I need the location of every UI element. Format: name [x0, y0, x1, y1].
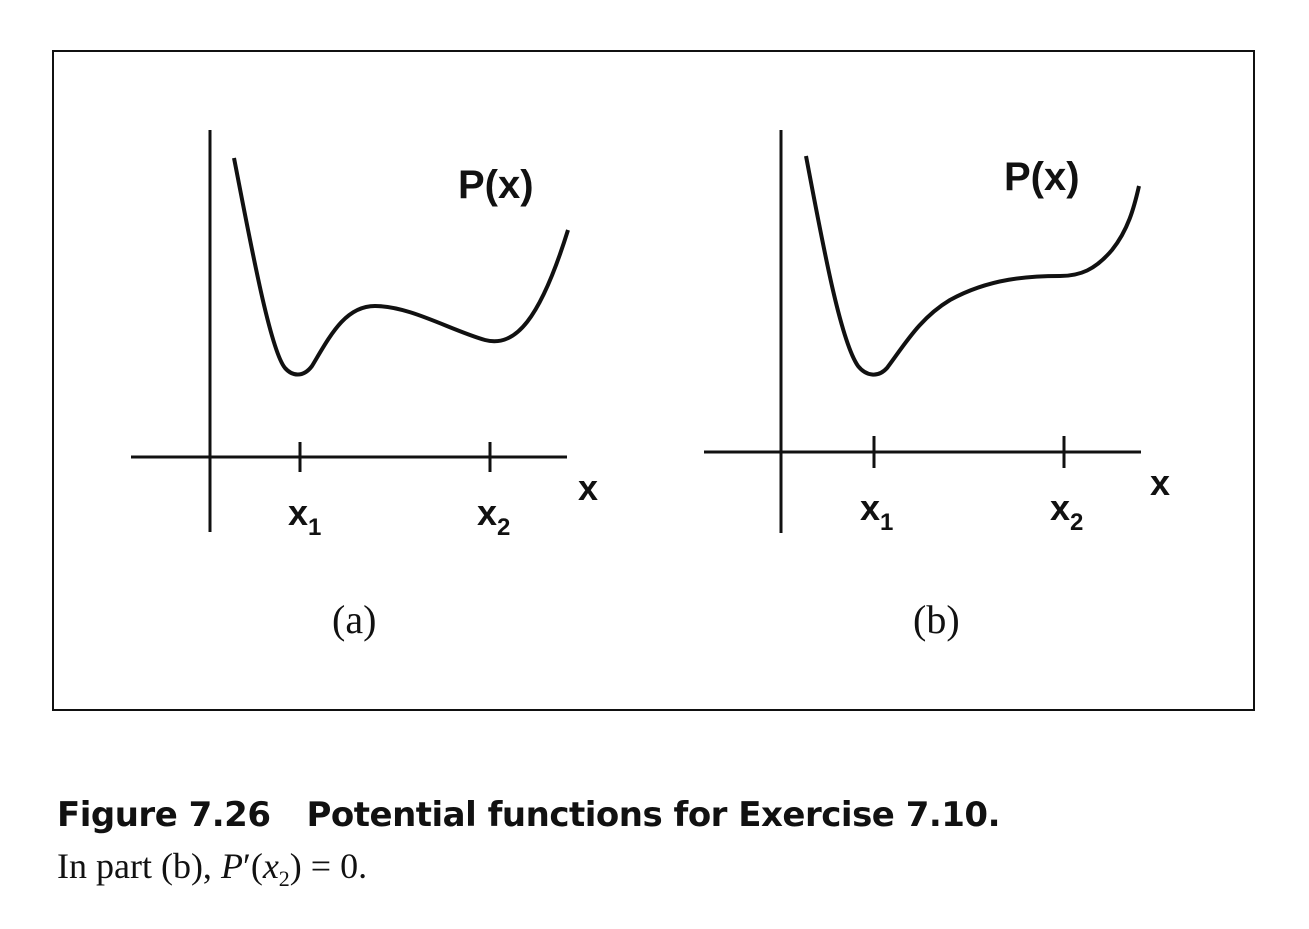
figure-caption: Figure 7.26 Potential functions for Exerc… — [57, 795, 1001, 835]
function-label: P(x) — [1004, 155, 1080, 199]
tick-label-x1: x1 — [860, 487, 893, 536]
function-label: P(x) — [458, 163, 534, 207]
caption-note: In part (b), P′(x2) = 0. — [57, 846, 368, 892]
panel-b: P(x) x x1 x2 (b) — [704, 130, 1170, 642]
panel-label-b: (b) — [913, 597, 960, 642]
figure-title: Potential functions for Exercise 7.10. — [306, 795, 1001, 835]
figure-frame — [52, 50, 1255, 711]
panel-label-a: (a) — [332, 597, 376, 642]
tick-label-x1: x1 — [288, 492, 321, 541]
tick-label-x2: x2 — [1050, 487, 1083, 536]
figure-plots: P(x) x x1 x2 (a) P(x) x x1 x2 (b) — [131, 130, 1170, 642]
panel-a: P(x) x x1 x2 (a) — [131, 130, 598, 642]
tick-label-x2: x2 — [477, 492, 510, 541]
x-axis-label: x — [578, 467, 598, 508]
figure-number: Figure 7.26 — [57, 795, 271, 835]
x-axis-label: x — [1150, 462, 1170, 503]
potential-curve-a — [232, 157, 570, 377]
potential-curve-b — [804, 155, 1141, 377]
